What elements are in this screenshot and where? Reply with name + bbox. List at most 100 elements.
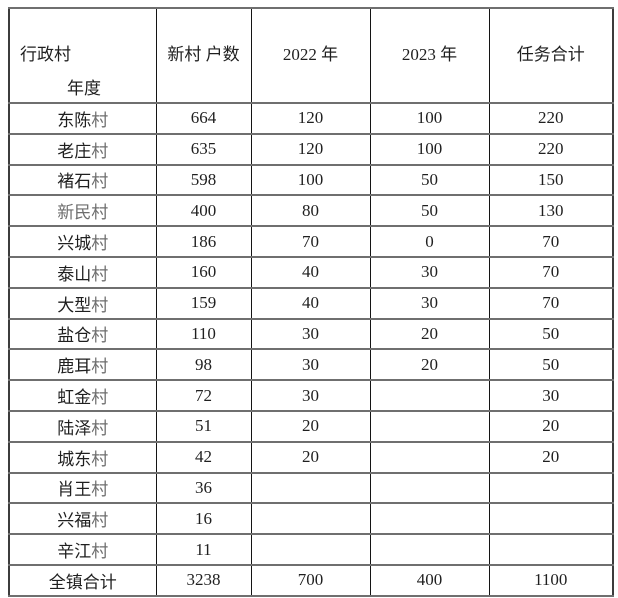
y2022-cell: 120 — [250, 132, 371, 166]
village-suffix: 村 — [91, 449, 109, 469]
village-suffix: 村 — [91, 110, 109, 130]
y2022-cell: 30 — [250, 379, 371, 412]
table-row: 褚石村 598 100 50 150 — [8, 163, 614, 197]
table-row: 新民村 400 80 50 130 — [8, 194, 614, 228]
total-cell: 150 — [488, 163, 614, 197]
village-name: 陆泽 — [57, 418, 92, 438]
village-name: 大型 — [57, 295, 92, 315]
households-cell: 72 — [155, 379, 252, 412]
y2022-cell: 120 — [250, 102, 371, 135]
village-name-cell: 辛江村 — [8, 533, 157, 566]
y2023-cell — [369, 471, 490, 505]
households-cell: 36 — [155, 471, 252, 505]
total-cell: 70 — [488, 225, 614, 258]
village-suffix: 村 — [91, 141, 109, 161]
total-cell: 20 — [488, 440, 614, 474]
table-row: 城东村 42 20 20 — [8, 440, 614, 474]
corner-col-label: 年度 — [67, 79, 101, 98]
y2023-cell — [369, 440, 490, 474]
households-cell: 16 — [155, 502, 252, 536]
y2022-cell — [250, 533, 371, 566]
table-body: 东陈村 664 120 100 220 老庄村 635 120 100 220 褚石村 598 100 5… — [8, 102, 614, 566]
total-cell — [488, 533, 614, 566]
village-name-cell: 东陈村 — [8, 102, 157, 135]
village-suffix: 村 — [91, 418, 109, 438]
village-name-cell: 褚石村 — [8, 163, 157, 197]
village-suffix: 村 — [91, 326, 109, 346]
village-name-cell: 虹金村 — [8, 379, 157, 412]
y2023-cell: 20 — [369, 317, 490, 351]
village-name: 辛江 — [57, 542, 92, 562]
total-households-cell: 3238 — [155, 563, 252, 597]
table-row: 兴城村 186 70 0 70 — [8, 225, 614, 258]
village-suffix: 村 — [91, 295, 109, 315]
y2023-cell — [369, 379, 490, 412]
table-row: 盐仓村 110 30 20 50 — [8, 317, 614, 351]
total-cell: 50 — [488, 317, 614, 351]
households-cell: 635 — [155, 132, 252, 166]
households-cell: 598 — [155, 163, 252, 197]
village-task-table: 行政村 年度 新村 户数 2022 年 2023 年 任务合计 东陈村 664 12… — [8, 7, 614, 597]
village-name: 肖王 — [57, 480, 92, 500]
village-name: 城东 — [57, 449, 92, 469]
y2022-cell: 70 — [250, 225, 371, 258]
village-name-cell: 新民村 — [8, 194, 157, 228]
village-suffix: 村 — [91, 542, 109, 562]
table-row: 虹金村 72 30 30 — [8, 379, 614, 412]
y2022-cell — [250, 502, 371, 536]
village-name-cell: 兴福村 — [8, 502, 157, 536]
village-name-cell: 老庄村 — [8, 132, 157, 166]
y2023-cell: 30 — [369, 286, 490, 320]
table-row: 老庄村 635 120 100 220 — [8, 132, 614, 166]
table-row: 陆泽村 51 20 20 — [8, 409, 614, 443]
y2022-cell: 30 — [250, 348, 371, 382]
y2023-cell — [369, 533, 490, 566]
village-name-cell: 陆泽村 — [8, 409, 157, 443]
households-cell: 160 — [155, 255, 252, 289]
corner-header-cell: 行政村 年度 — [8, 7, 157, 104]
total-cell: 220 — [488, 102, 614, 135]
households-cell: 664 — [155, 102, 252, 135]
column-header-households: 新村 户数 — [155, 7, 252, 104]
table-row: 兴福村 16 — [8, 502, 614, 536]
village-suffix: 村 — [91, 172, 109, 192]
village-name: 盐仓 — [57, 326, 92, 346]
y2022-cell: 20 — [250, 409, 371, 443]
village-suffix: 村 — [91, 264, 109, 284]
total-2022-cell: 700 — [250, 563, 371, 597]
total-row: 全镇合计 3238 700 400 1100 — [8, 563, 614, 597]
village-name: 泰山 — [57, 264, 92, 284]
y2023-cell — [369, 502, 490, 536]
table-row: 辛江村 11 — [8, 533, 614, 566]
village-suffix: 村 — [91, 234, 109, 254]
y2023-cell — [369, 409, 490, 443]
column-header-2023: 2023 年 — [369, 7, 490, 104]
village-name: 鹿耳 — [57, 357, 92, 377]
households-cell: 186 — [155, 225, 252, 258]
village-suffix: 村 — [91, 480, 109, 500]
y2023-cell: 0 — [369, 225, 490, 258]
y2023-cell: 100 — [369, 132, 490, 166]
households-cell: 11 — [155, 533, 252, 566]
village-name-cell: 城东村 — [8, 440, 157, 474]
column-header-2022: 2022 年 — [250, 7, 371, 104]
village-suffix: 村 — [91, 511, 109, 531]
village-name: 新民 — [57, 203, 92, 223]
total-cell: 50 — [488, 348, 614, 382]
village-name-cell: 兴城村 — [8, 225, 157, 258]
y2023-cell: 50 — [369, 194, 490, 228]
y2023-cell: 50 — [369, 163, 490, 197]
village-name-cell: 鹿耳村 — [8, 348, 157, 382]
y2023-cell: 20 — [369, 348, 490, 382]
village-name: 老庄 — [57, 141, 92, 161]
total-cell: 20 — [488, 409, 614, 443]
households-cell: 159 — [155, 286, 252, 320]
total-cell: 70 — [488, 255, 614, 289]
y2022-cell: 80 — [250, 194, 371, 228]
village-suffix: 村 — [91, 203, 109, 223]
households-cell: 400 — [155, 194, 252, 228]
column-header-total: 任务合计 — [488, 7, 614, 104]
households-cell: 110 — [155, 317, 252, 351]
y2023-cell: 30 — [369, 255, 490, 289]
